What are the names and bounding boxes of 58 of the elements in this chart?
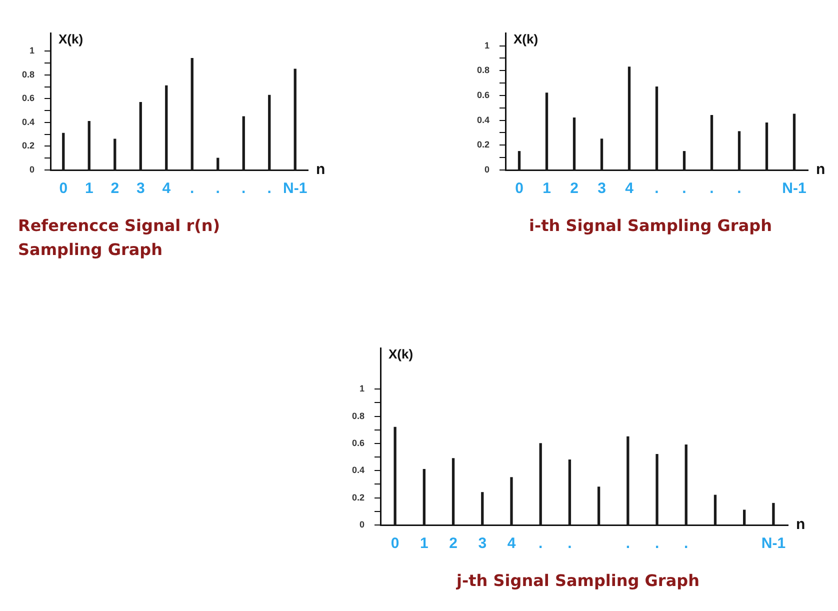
y-tick-label: 0.2 — [476, 140, 490, 150]
x-tick-label: 1 — [420, 535, 428, 552]
x-tick-label: 0 — [59, 180, 68, 198]
x-tick-label: 1 — [542, 180, 551, 198]
x-tick-label: 4 — [507, 535, 516, 552]
x-tick-label: 3 — [478, 535, 487, 552]
y-tick-label: 0 — [359, 519, 365, 530]
y-tick-label: 0.4 — [476, 114, 490, 125]
x-tick-label: . — [654, 180, 659, 198]
y-tick-label: 1 — [359, 384, 365, 394]
x-tick-label: 3 — [136, 180, 145, 198]
y-tick-label: 0 — [484, 164, 490, 174]
y-tick-label: 1 — [29, 46, 35, 56]
y-tick-label: 0.6 — [476, 90, 490, 100]
x-axis-title: n — [816, 161, 826, 178]
x-tick-label: 0 — [515, 180, 524, 198]
y-tick-label: 0 — [29, 164, 35, 174]
x-tick-label: 2 — [449, 535, 458, 552]
x-tick-label: . — [710, 180, 714, 198]
y-axis-title: X(k) — [388, 346, 414, 362]
x-tick-label: 2 — [570, 180, 578, 198]
y-axis-title: X(k) — [514, 31, 538, 46]
x-tick-label: 0 — [390, 535, 400, 552]
x-axis-title: n — [796, 516, 806, 534]
x-tick-label: N-1 — [283, 180, 308, 198]
y-tick-label: 0.8 — [476, 65, 490, 76]
x-tick-label: . — [654, 535, 660, 552]
x-tick-label: . — [267, 180, 272, 198]
text: Referencce Signal r(n) Sampling Graph — [18, 215, 222, 261]
y-tick-label: 1 — [484, 40, 490, 50]
y-tick-label: 0.6 — [22, 93, 35, 104]
x-tick-label: 4 — [625, 180, 634, 198]
y-tick-label: 0.8 — [352, 410, 365, 421]
x-axis-title: n — [316, 161, 326, 178]
y-axis-title: X(k) — [58, 31, 84, 46]
x-tick-label: 1 — [84, 180, 94, 198]
y-tick-label: 0.2 — [352, 492, 365, 502]
text: j-th Signal Sampling Graph — [455, 570, 700, 592]
y-tick-label: 0.4 — [352, 465, 365, 476]
x-tick-label: . — [216, 180, 220, 198]
x-tick-label: 4 — [162, 180, 172, 198]
x-tick-label: 3 — [598, 180, 606, 198]
x-tick-label: . — [682, 180, 686, 198]
x-tick-label: . — [737, 180, 742, 198]
y-tick-label: 0.6 — [352, 438, 365, 448]
x-tick-label: . — [568, 535, 572, 552]
y-tick-label: 0.8 — [22, 69, 35, 80]
x-tick-label: . — [242, 180, 246, 198]
text: i-th Signal Sampling Graph — [528, 215, 773, 237]
y-tick-label: 0.2 — [22, 140, 35, 151]
x-tick-label: 2 — [110, 180, 120, 198]
y-tick-label: 0.4 — [22, 116, 35, 127]
x-tick-label: N-1 — [782, 180, 806, 198]
x-tick-label: N-1 — [761, 535, 786, 552]
x-tick-label: . — [626, 535, 630, 552]
x-tick-label: . — [538, 535, 543, 552]
x-tick-label: . — [190, 180, 194, 198]
x-tick-label: . — [684, 535, 688, 552]
